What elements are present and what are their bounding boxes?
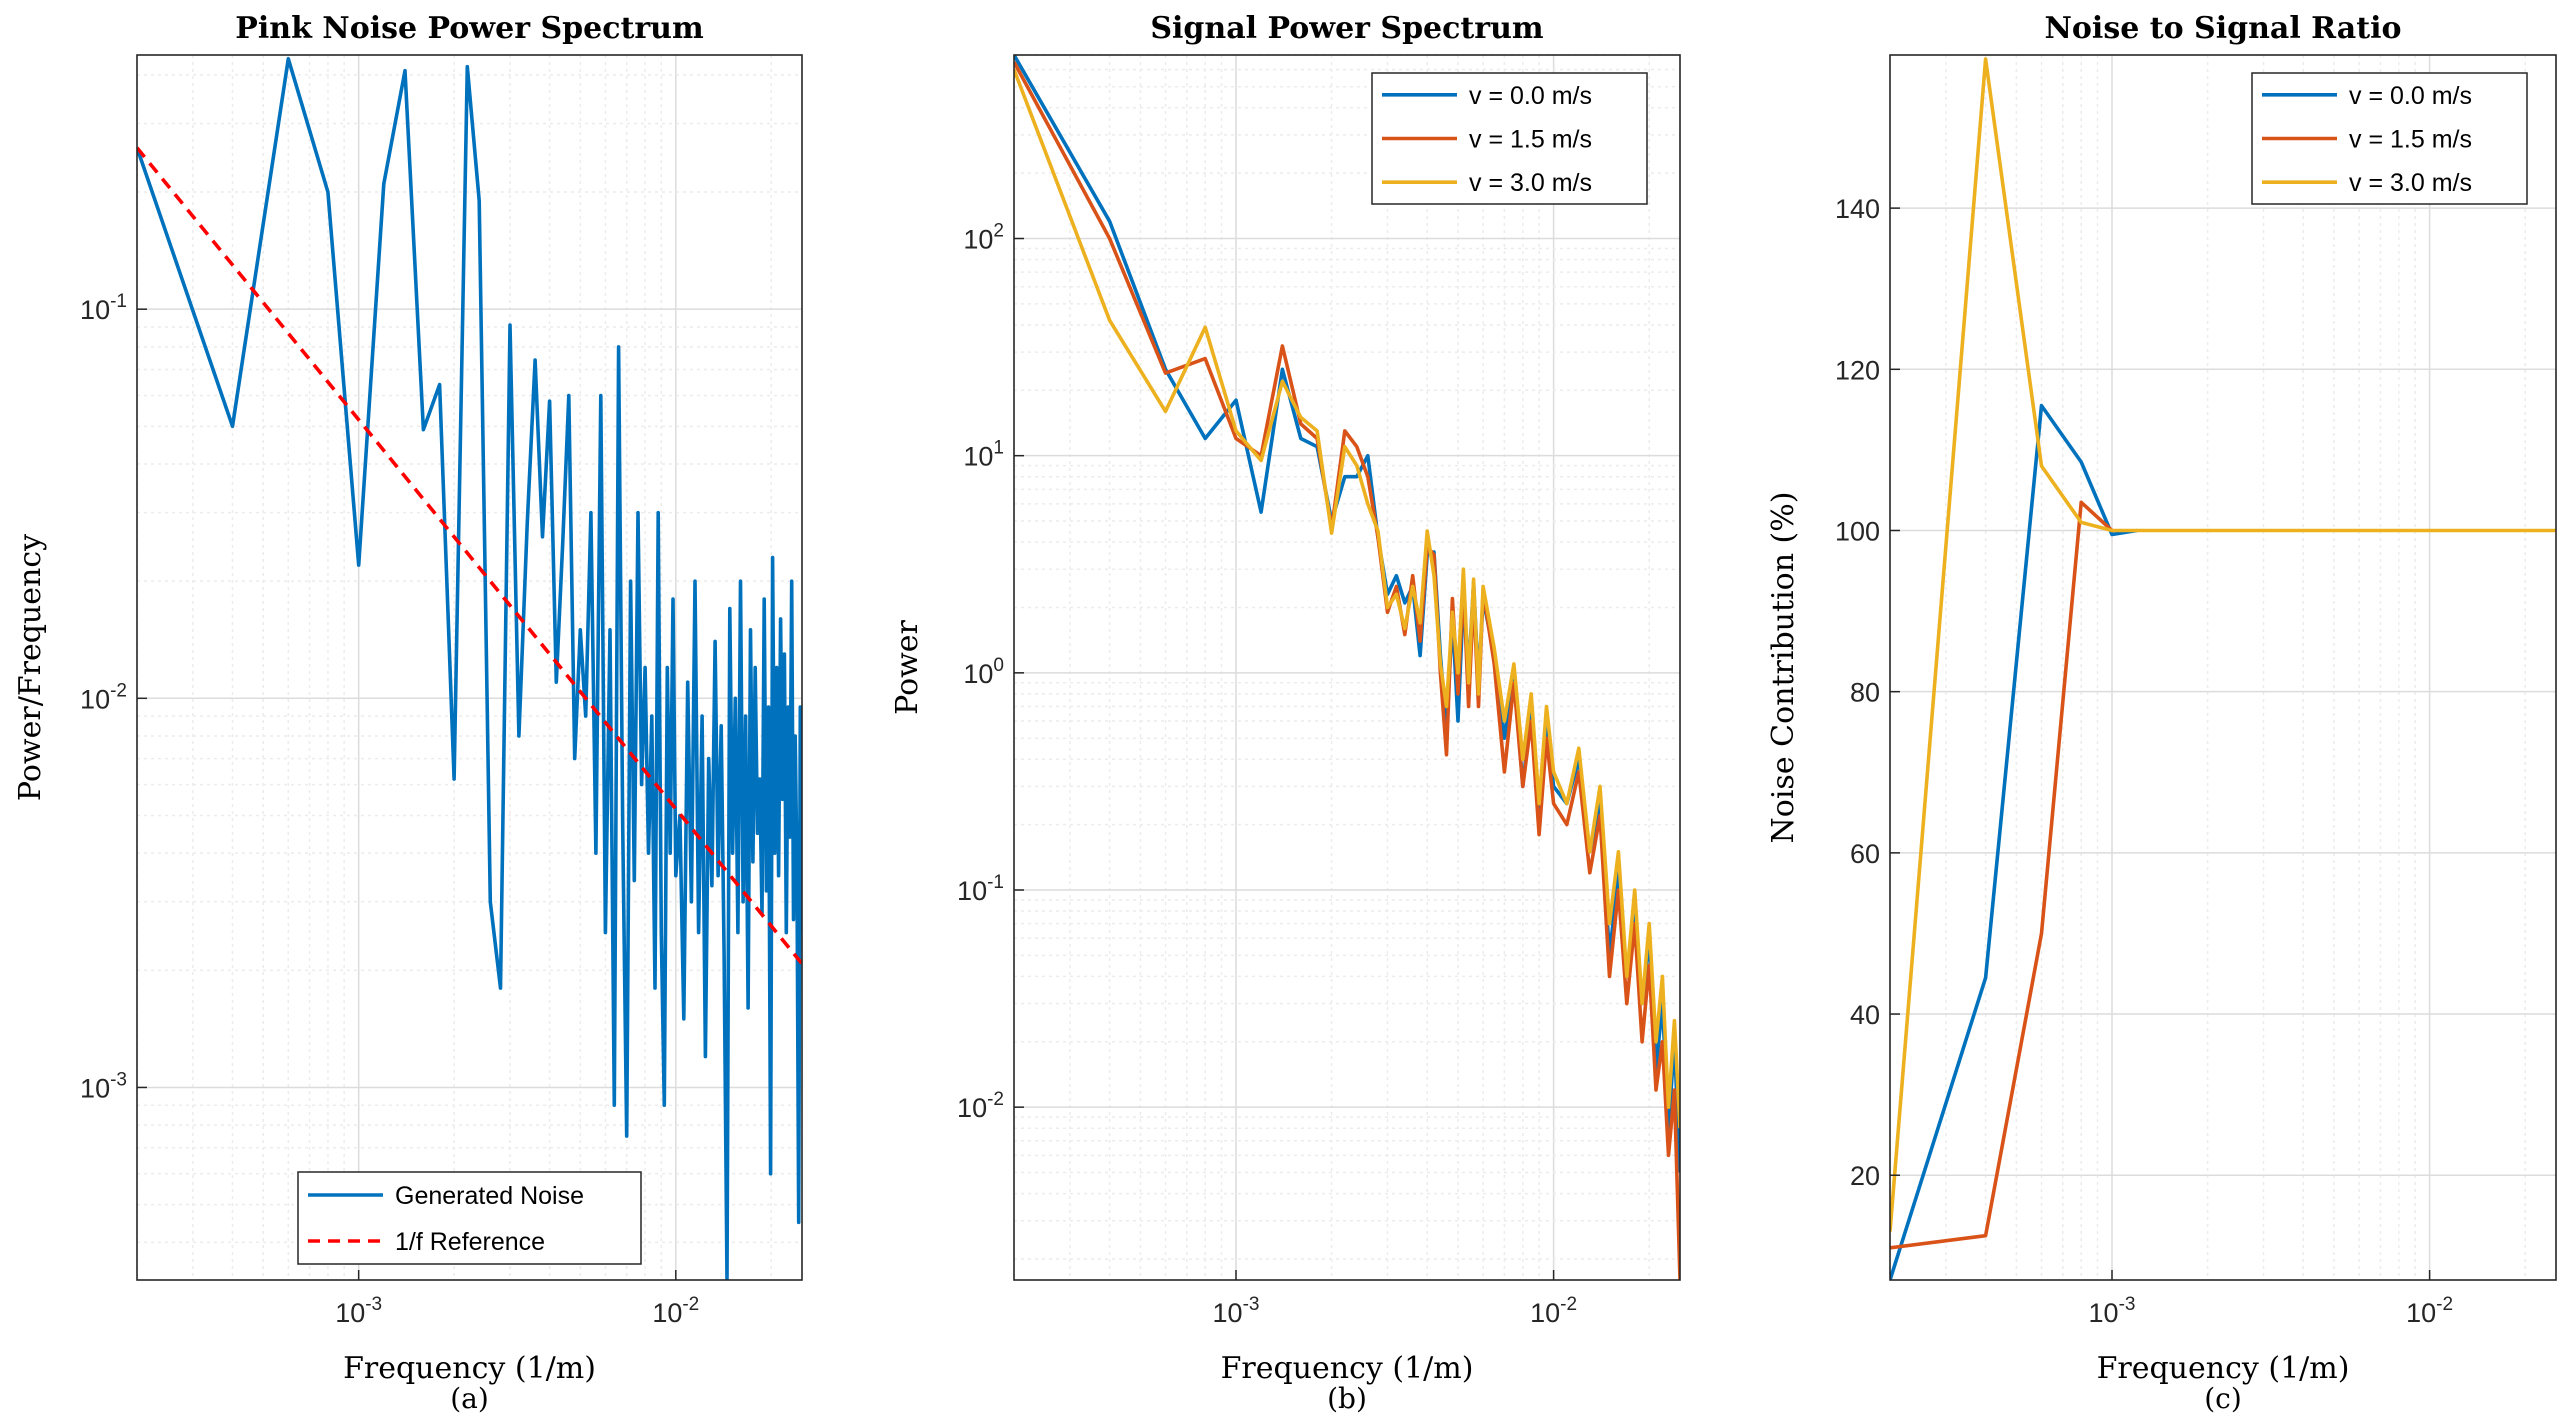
x-axis-label: Frequency (1/m) bbox=[343, 1351, 596, 1386]
series-line-2 bbox=[1014, 61, 1680, 1280]
y-tick-label: 10-2 bbox=[80, 680, 127, 714]
legend-label: v = 0.0 m/s bbox=[1469, 82, 1592, 110]
legend-box bbox=[297, 1171, 642, 1265]
series-group bbox=[1014, 55, 1680, 1280]
series-line-3 bbox=[1890, 57, 2556, 1232]
legend-label: v = 3.0 m/s bbox=[2349, 169, 2472, 197]
y-tick-label: 102 bbox=[963, 221, 1004, 255]
legend-label: 1/f Reference bbox=[395, 1228, 545, 1256]
axes-box bbox=[1889, 54, 2557, 1281]
axes-box bbox=[1013, 54, 1681, 1281]
x-tick-label: 10-2 bbox=[652, 1294, 699, 1328]
y-tick-label: 80 bbox=[1850, 678, 1880, 708]
grid bbox=[1013, 54, 1680, 1280]
y-axis-label: Power/Frequency bbox=[13, 534, 48, 801]
axes-box bbox=[136, 54, 803, 1281]
legend-label: v = 1.5 m/s bbox=[2349, 126, 2472, 154]
panel-a: 10-3 10-2 10-3 10-2 10-1 Pink Noise Power Spe… bbox=[13, 11, 803, 1415]
panel-c: 10-3 10-2 20 40 60 80 100 120 140 Noise to Signal… bbox=[1766, 11, 2557, 1415]
series-line-1 bbox=[1890, 403, 2138, 1280]
series-group bbox=[137, 56, 802, 1280]
y-tick-label: 120 bbox=[1835, 355, 1880, 385]
y-tick-label: 10-1 bbox=[80, 291, 127, 325]
panel-label: (b) bbox=[1327, 1382, 1367, 1415]
y-tick-label: 60 bbox=[1850, 839, 1880, 869]
series-line-2 bbox=[137, 146, 802, 965]
series-line-2 bbox=[1890, 500, 2114, 1250]
legend: Generated Noise 1/f Reference bbox=[297, 1171, 642, 1265]
legend-label: Generated Noise bbox=[395, 1182, 584, 1210]
x-tick-label: 10-2 bbox=[2406, 1294, 2453, 1328]
chart-title: Signal Power Spectrum bbox=[1150, 11, 1544, 46]
y-tick-label: 101 bbox=[963, 438, 1004, 472]
series-line-3 bbox=[1014, 68, 1680, 1129]
legend: v = 0.0 m/s v = 1.5 m/s v = 3.0 m/s bbox=[2251, 72, 2528, 205]
series-line-1 bbox=[137, 56, 802, 1280]
y-tick-label: 100 bbox=[1835, 516, 1880, 546]
grid bbox=[1889, 55, 2556, 1280]
legend-label: v = 1.5 m/s bbox=[1469, 126, 1592, 154]
legend-label: v = 3.0 m/s bbox=[1469, 169, 1592, 197]
x-tick-label: 10-3 bbox=[2089, 1294, 2136, 1328]
x-axis-label: Frequency (1/m) bbox=[1221, 1351, 1474, 1386]
series-group bbox=[1890, 57, 2556, 1280]
legend-label: v = 0.0 m/s bbox=[2349, 82, 2472, 110]
y-axis-label: Noise Contribution (%) bbox=[1766, 492, 1801, 844]
panel-label: (c) bbox=[2204, 1382, 2242, 1415]
series-line-1 bbox=[1014, 55, 1680, 1173]
y-tick-label: 140 bbox=[1835, 194, 1880, 224]
y-tick-label: 100 bbox=[963, 655, 1004, 689]
panel-b: 10-3 10-2 10-2 10-1 100 101 102 Signal Power Sp… bbox=[890, 11, 1681, 1415]
y-axis-label: Power bbox=[890, 619, 925, 714]
x-axis-label: Frequency (1/m) bbox=[2097, 1351, 2350, 1386]
chart-title: Noise to Signal Ratio bbox=[2044, 11, 2401, 46]
y-tick-label: 10-2 bbox=[957, 1089, 1004, 1123]
x-tick-label: 10-2 bbox=[1530, 1294, 1577, 1328]
y-tick-label: 10-1 bbox=[957, 872, 1004, 906]
y-tick-label: 20 bbox=[1850, 1161, 1880, 1191]
legend: v = 0.0 m/s v = 1.5 m/s v = 3.0 m/s bbox=[1371, 72, 1648, 205]
chart-title: Pink Noise Power Spectrum bbox=[235, 11, 704, 46]
grid bbox=[136, 55, 802, 1280]
panel-label: (a) bbox=[450, 1382, 489, 1415]
x-tick-label: 10-3 bbox=[1213, 1294, 1260, 1328]
x-tick-label: 10-3 bbox=[335, 1294, 382, 1328]
y-tick-label: 40 bbox=[1850, 1000, 1880, 1030]
y-tick-label: 10-3 bbox=[80, 1069, 127, 1103]
